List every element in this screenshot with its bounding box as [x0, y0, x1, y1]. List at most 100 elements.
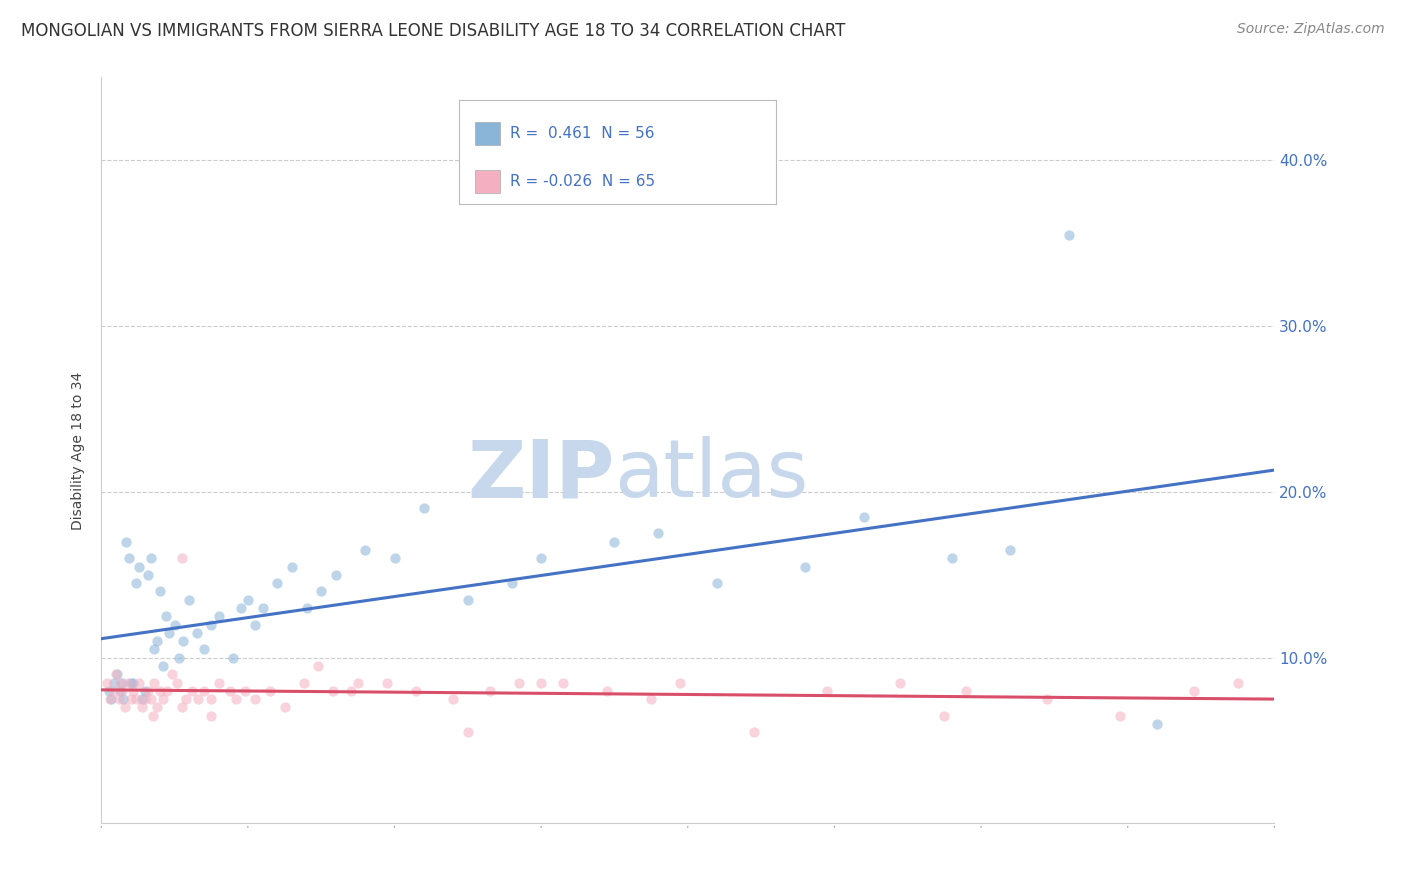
Point	[852, 509, 875, 524]
Point	[236, 592, 259, 607]
Point	[186, 625, 208, 640]
Point	[105, 667, 128, 681]
Point	[143, 642, 166, 657]
Point	[339, 683, 361, 698]
Point	[156, 683, 179, 698]
Point	[139, 551, 162, 566]
Point	[1146, 717, 1168, 731]
Point	[273, 700, 295, 714]
Point	[98, 692, 121, 706]
Point	[118, 551, 141, 566]
Point	[146, 634, 169, 648]
Point	[640, 692, 662, 706]
Point	[1226, 675, 1249, 690]
Point	[1036, 692, 1059, 706]
Point	[125, 576, 148, 591]
Point	[111, 675, 134, 690]
Point	[139, 692, 162, 706]
Point	[742, 725, 765, 739]
Point	[110, 683, 132, 698]
Point	[252, 601, 274, 615]
Point	[149, 683, 172, 698]
Point	[111, 683, 134, 698]
Point	[245, 617, 267, 632]
Point	[157, 625, 180, 640]
Point	[131, 700, 153, 714]
Point	[1000, 543, 1022, 558]
Point	[706, 576, 728, 591]
Point	[122, 675, 145, 690]
Point	[457, 725, 479, 739]
Point	[136, 567, 159, 582]
Point	[122, 683, 145, 698]
Point	[219, 683, 242, 698]
Point	[647, 526, 669, 541]
Point	[292, 675, 315, 690]
Point	[225, 692, 247, 706]
Point	[120, 675, 142, 690]
Point	[478, 683, 501, 698]
Point	[200, 708, 222, 723]
Point	[172, 634, 194, 648]
Point	[259, 683, 281, 698]
Point	[125, 692, 148, 706]
Point	[193, 683, 215, 698]
Point	[266, 576, 288, 591]
Point	[110, 675, 132, 690]
Point	[309, 584, 332, 599]
Point	[934, 708, 956, 723]
Point	[553, 675, 575, 690]
Point	[146, 700, 169, 714]
Point	[128, 559, 150, 574]
Point	[457, 592, 479, 607]
Point	[170, 700, 193, 714]
Point	[530, 675, 553, 690]
Point	[134, 692, 156, 706]
Point	[200, 692, 222, 706]
Y-axis label: Disability Age 18 to 34: Disability Age 18 to 34	[72, 371, 86, 530]
Point	[233, 683, 256, 698]
Point	[384, 551, 406, 566]
Point	[131, 692, 153, 706]
Point	[207, 609, 229, 624]
Point	[155, 609, 177, 624]
Point	[120, 692, 142, 706]
Point	[100, 692, 122, 706]
Point	[322, 683, 344, 698]
Point	[815, 683, 838, 698]
Point	[179, 592, 201, 607]
Point	[955, 683, 977, 698]
Point	[101, 683, 124, 698]
Point	[112, 692, 135, 706]
Point	[325, 567, 347, 582]
Point	[117, 675, 139, 690]
Point	[1109, 708, 1132, 723]
Point	[108, 692, 131, 706]
Point	[1057, 227, 1080, 242]
Point	[501, 576, 523, 591]
Legend: Mongolians, Immigrants from Sierra Leone: Mongolians, Immigrants from Sierra Leone	[481, 891, 894, 892]
Point	[143, 675, 166, 690]
Point	[97, 683, 120, 698]
Point	[136, 683, 159, 698]
Point	[128, 675, 150, 690]
Point	[141, 708, 163, 723]
Point	[412, 501, 434, 516]
Point	[160, 667, 183, 681]
Point	[149, 584, 172, 599]
Point	[115, 534, 138, 549]
Point	[104, 667, 127, 681]
Text: atlas: atlas	[614, 436, 808, 515]
Point	[375, 675, 398, 690]
Point	[152, 659, 174, 673]
Point	[295, 601, 318, 615]
Point	[174, 692, 197, 706]
Point	[103, 675, 125, 690]
Text: ZIP: ZIP	[467, 436, 614, 515]
Point	[941, 551, 963, 566]
Point	[181, 683, 204, 698]
Point	[187, 692, 209, 706]
Text: MONGOLIAN VS IMMIGRANTS FROM SIERRA LEONE DISABILITY AGE 18 TO 34 CORRELATION CH: MONGOLIAN VS IMMIGRANTS FROM SIERRA LEON…	[21, 22, 845, 40]
Point	[245, 692, 267, 706]
Point	[163, 617, 186, 632]
